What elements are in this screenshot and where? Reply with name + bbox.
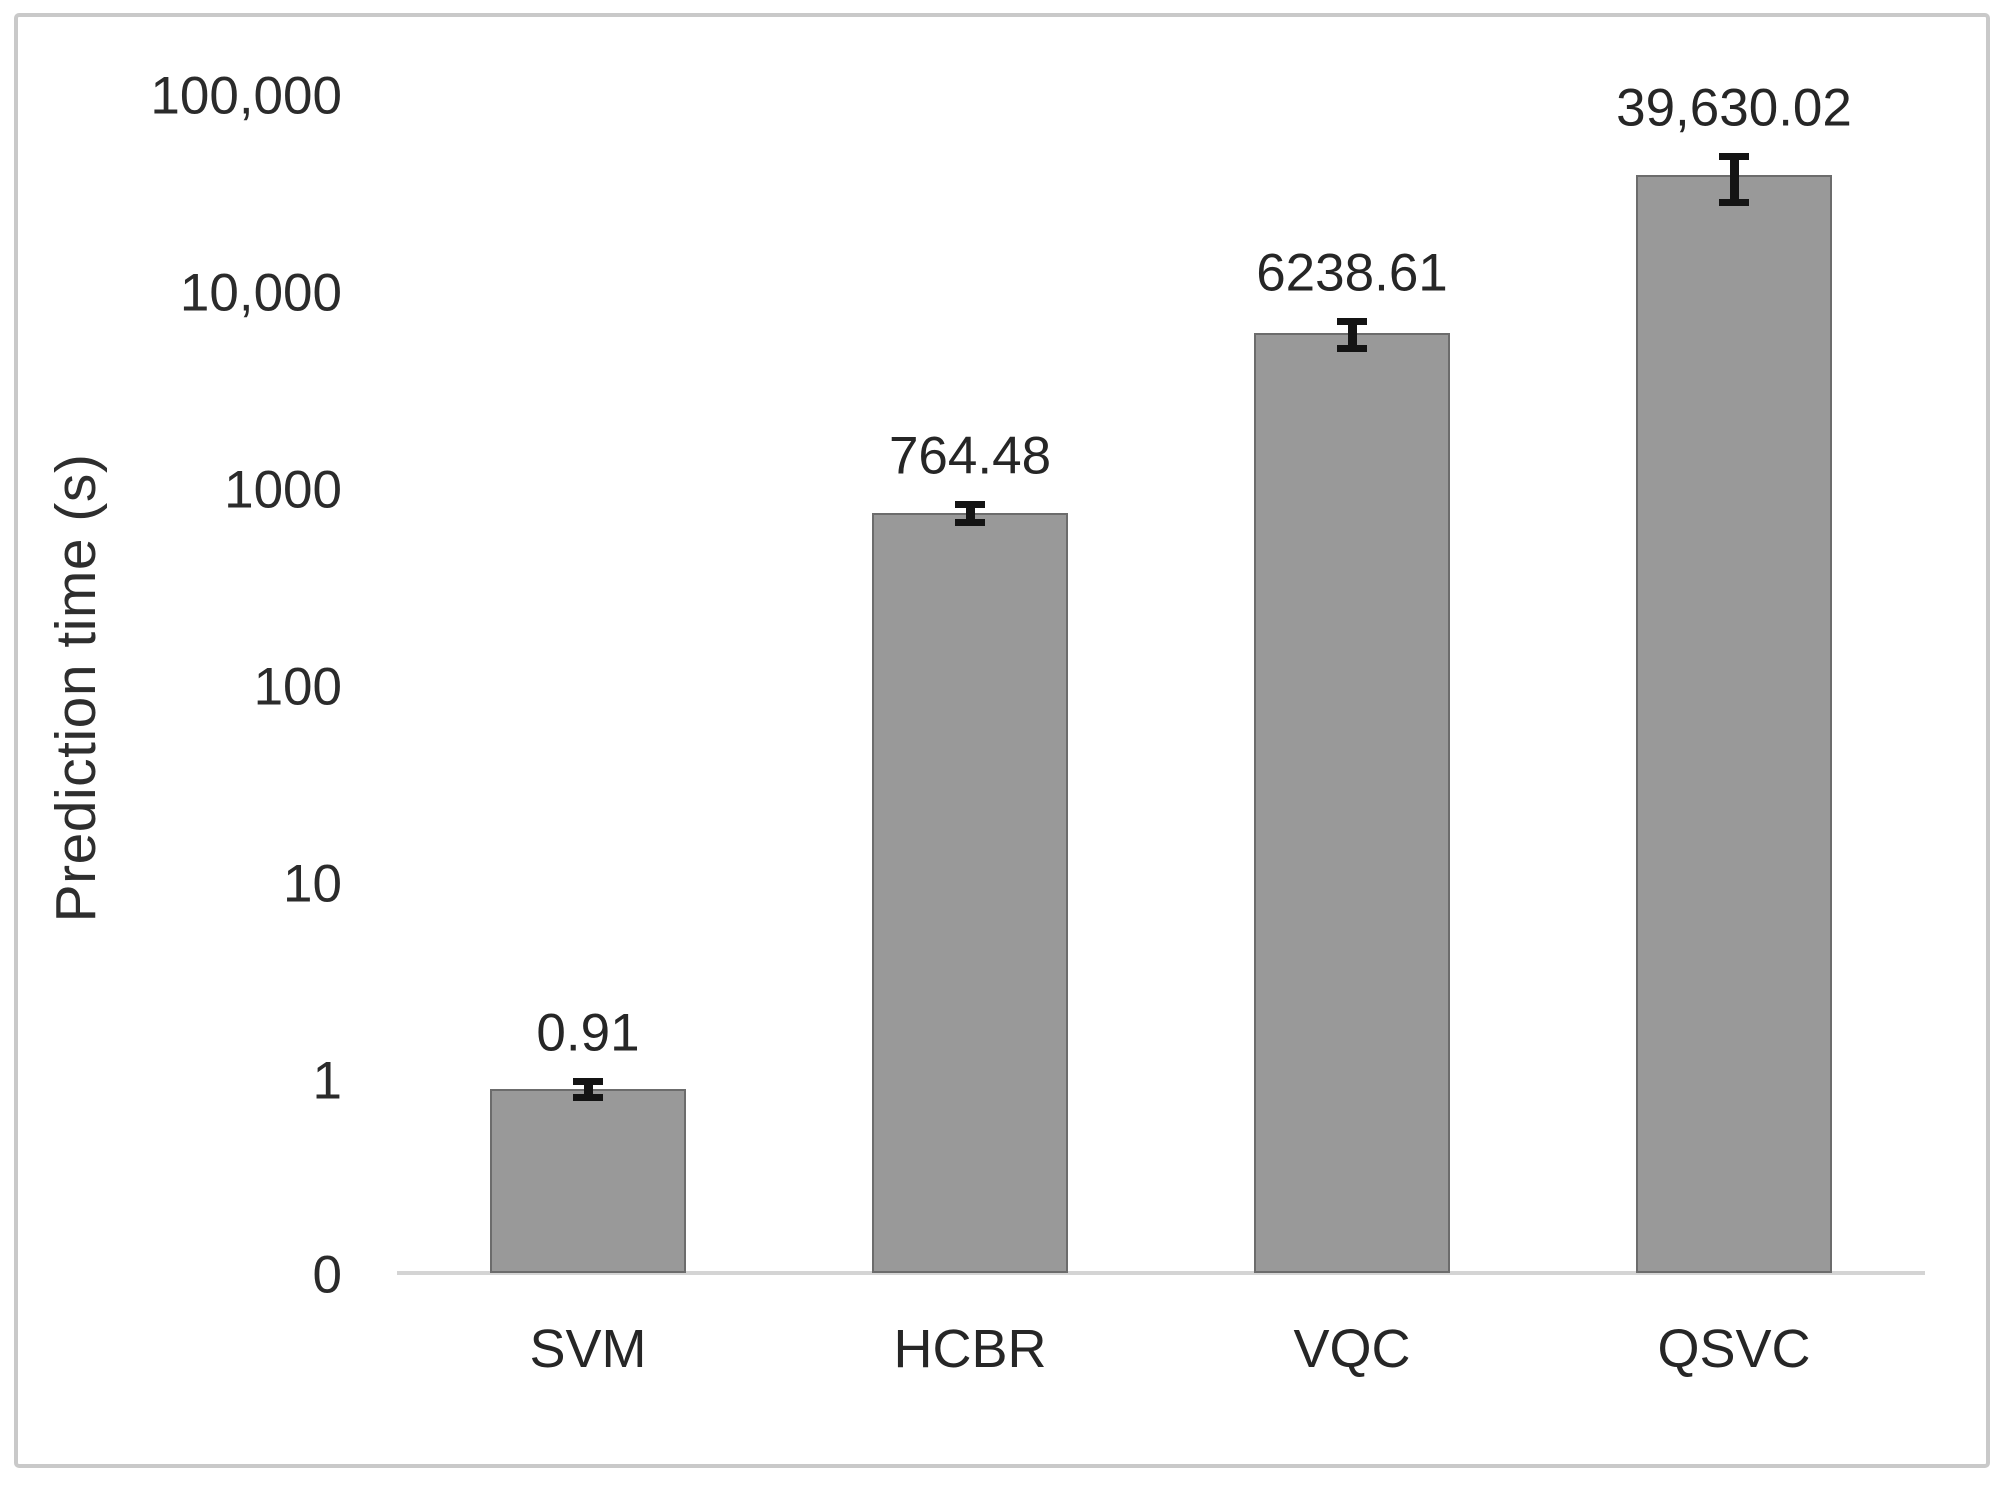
y-tick-label: 10: [283, 854, 342, 914]
bar-hcbr: [872, 512, 1068, 1273]
y-tick-label: 1: [312, 1051, 342, 1111]
error-bar-bottom-cap: [1337, 344, 1367, 352]
y-tick-label: 1000: [224, 460, 342, 520]
error-bar-bottom-cap: [1719, 199, 1749, 207]
error-bar: [1347, 318, 1357, 352]
error-bar-top-cap: [955, 501, 985, 509]
x-tick-label: SVM: [529, 1319, 647, 1379]
bar-vqc: [1254, 333, 1450, 1273]
x-tick-label: VQC: [1293, 1319, 1411, 1379]
error-bar-top-cap: [573, 1078, 603, 1086]
bar-qsvc: [1636, 175, 1832, 1273]
data-label: 6238.61: [1256, 243, 1448, 303]
error-bar: [583, 1078, 593, 1102]
error-bar-bottom-cap: [955, 519, 985, 527]
data-label: 764.48: [888, 426, 1052, 486]
y-tick-label: 100,000: [150, 66, 342, 126]
data-label: 39,630.02: [1616, 78, 1852, 138]
y-tick-label: 10,000: [179, 263, 342, 323]
error-bar-top-cap: [1719, 152, 1749, 160]
error-bar: [1729, 152, 1739, 207]
error-bar-bottom-cap: [573, 1094, 603, 1102]
y-tick-label: 0: [312, 1245, 342, 1305]
data-label: 0.91: [536, 1003, 640, 1063]
bar-svm: [490, 1089, 686, 1273]
error-bar: [965, 501, 975, 527]
error-bar-top-cap: [1337, 318, 1367, 326]
x-tick-label: HCBR: [893, 1319, 1047, 1379]
x-axis-line: [397, 1271, 1925, 1275]
y-tick-label: 100: [253, 657, 342, 717]
x-tick-label: QSVC: [1657, 1319, 1811, 1379]
y-axis-title: Prediction time (s): [44, 453, 108, 923]
